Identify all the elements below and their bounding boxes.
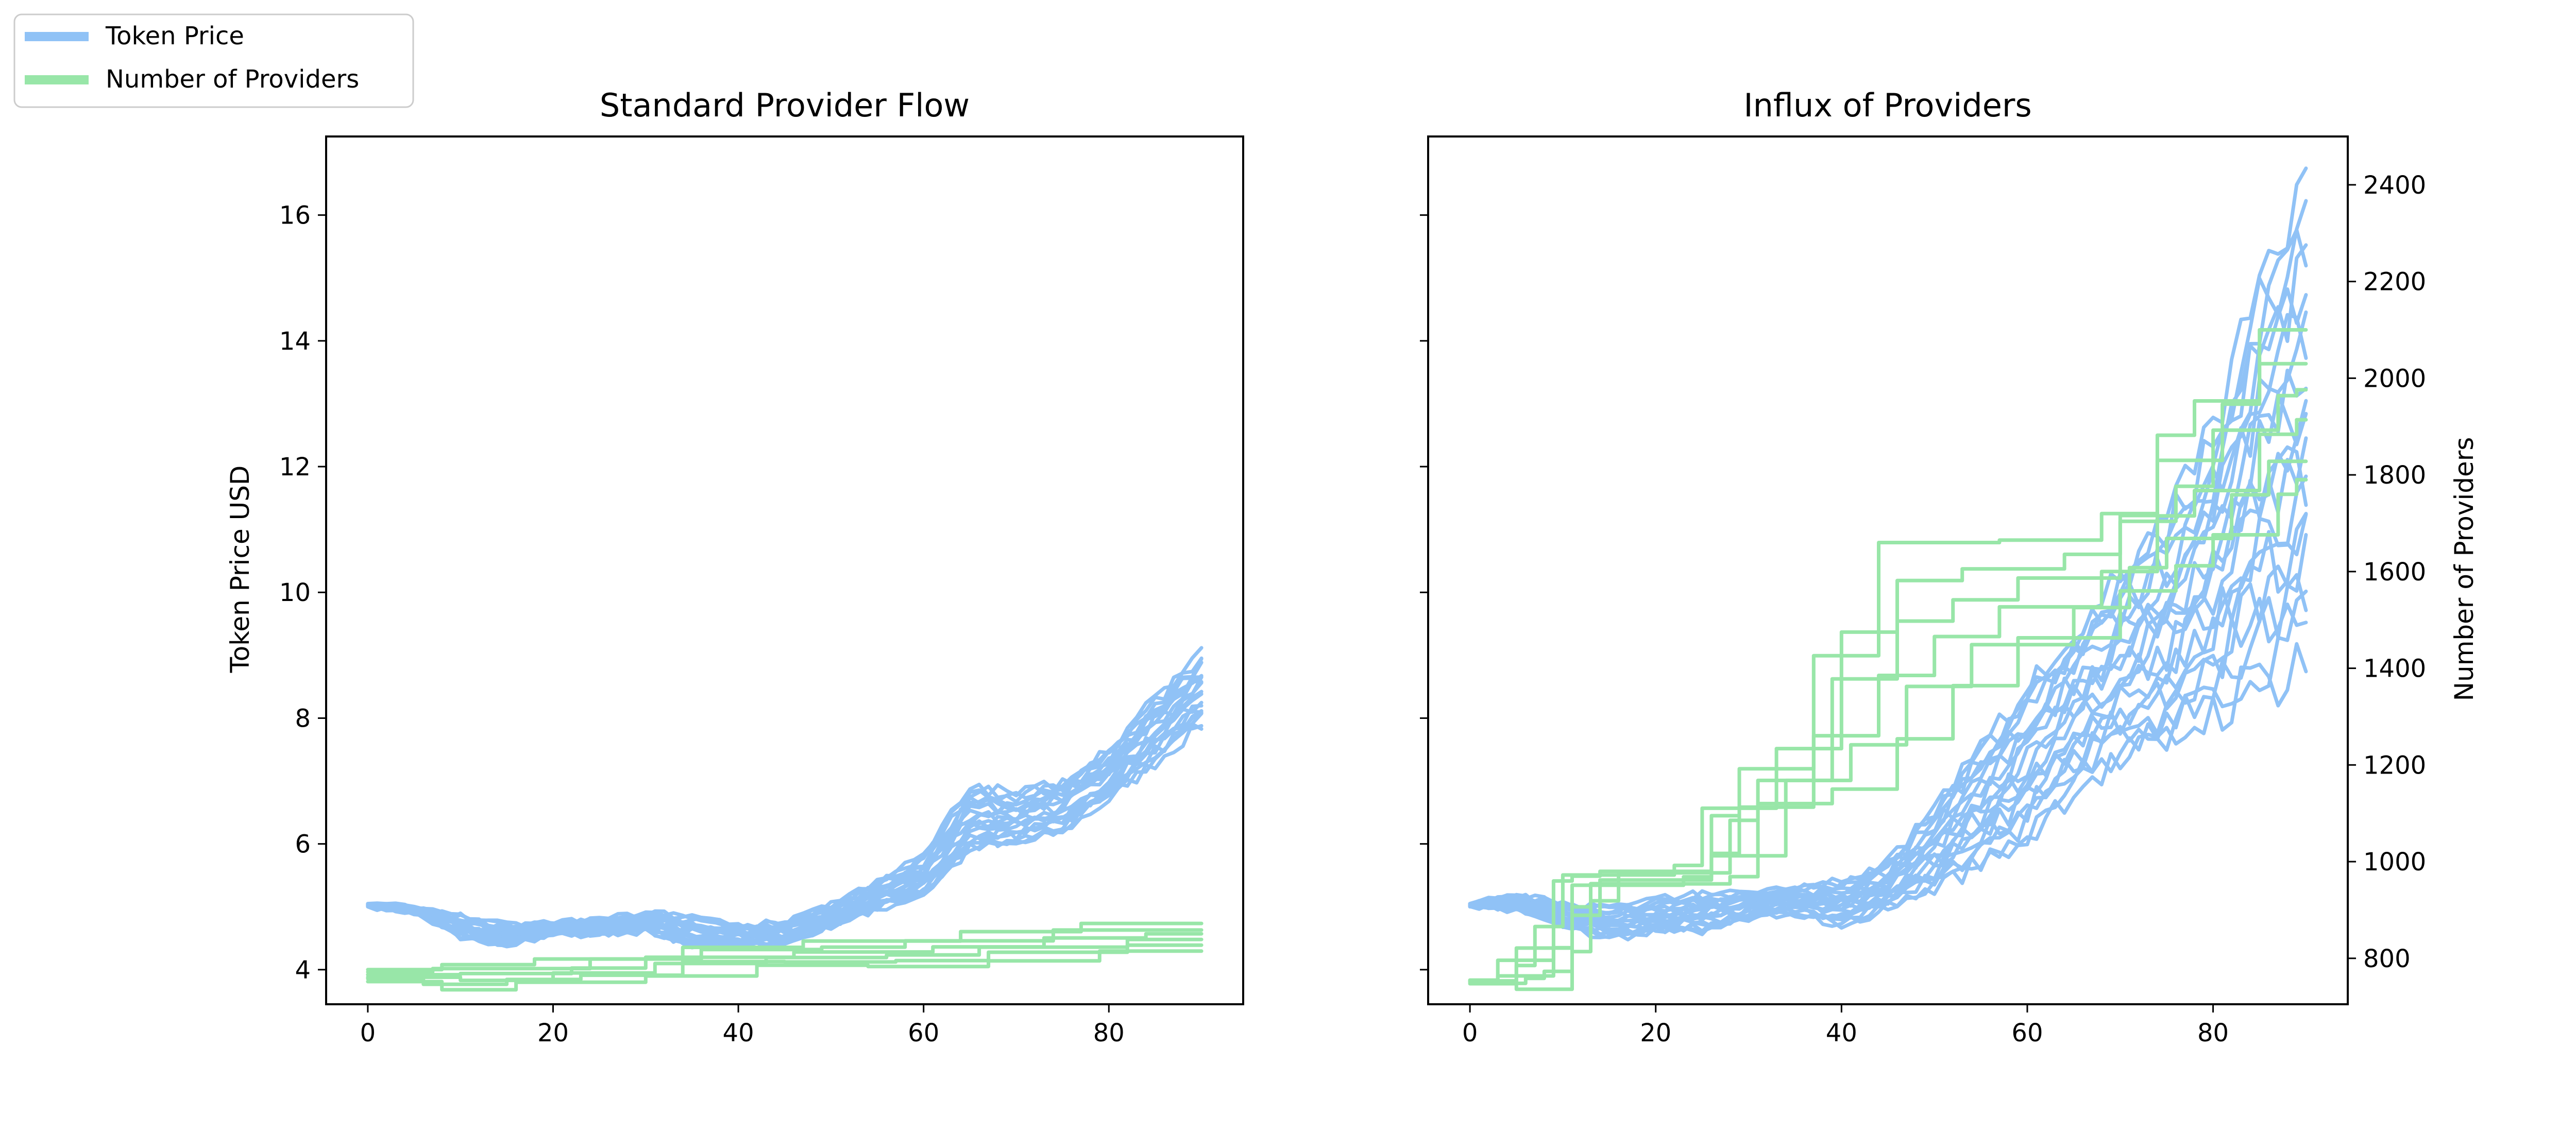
providers-line [366,928,1204,974]
panel-standard-provider-flow: Standard Provider Flow Token Price USD 0… [225,87,1244,1048]
y2-tick-label: 1400 [2363,655,2426,683]
y-tick-label: 12 [279,453,311,482]
y-axis-right [1420,214,1428,971]
plot-area-right [1468,166,2308,991]
token-price-line [366,690,1204,940]
y-tick-label: 6 [295,830,311,859]
legend: Token Price Number of Providers [13,13,414,108]
token-price-line [366,709,1204,946]
y2-tick-label: 1200 [2363,751,2426,780]
y2-tick-label: 2200 [2363,268,2426,297]
y-tick-label: 8 [295,704,311,733]
x-tick-label: 60 [2011,1019,2043,1048]
y2-axis-right: 800 1000 1200 1400 1600 1800 2000 2200 2400 [2348,171,2426,973]
y-tick-label: 16 [279,201,311,230]
providers-line [366,921,1204,972]
x-tick-label: 80 [2197,1019,2229,1048]
token-price-line [366,656,1204,931]
token-price-line [366,674,1204,935]
legend-frame [13,13,414,108]
legend-label-token-price: Token Price [105,22,244,50]
axes-frame-left [325,135,1244,1005]
x-tick-label: 0 [1462,1019,1478,1048]
y2-tick-label: 1600 [2363,558,2426,587]
providers-line [366,932,1204,977]
x-axis-right: 0 20 40 60 80 [1462,1004,2229,1048]
x-tick-label: 40 [723,1019,754,1048]
token-price-line [1468,313,2308,918]
y-tick-label: 10 [279,578,311,607]
token-price-line [1468,166,2308,912]
chart-title-left: Standard Provider Flow [600,87,970,124]
providers-line [366,949,1204,992]
token-price-line [366,712,1204,948]
axes-frame-right [1427,135,2349,1005]
x-tick-label: 40 [1826,1019,1857,1048]
providers-line [1468,328,2308,982]
chart-title-right: Influx of Providers [1743,87,2031,124]
y-axis-left: 4 6 8 10 12 14 16 [279,201,326,985]
y2-tick-label: 2000 [2363,364,2426,393]
y2-tick-label: 1800 [2363,461,2426,490]
x-tick-label: 0 [360,1019,376,1048]
y2-tick-label: 1000 [2363,848,2426,877]
y2-axis-label-right: Number of Providers [2449,437,2479,701]
token-price-line [366,722,1204,950]
providers-line [366,937,1204,983]
x-tick-label: 80 [1093,1019,1125,1048]
plot-area-left [366,646,1204,992]
token-price-line [366,711,1204,945]
providers-line [366,943,1204,986]
x-tick-label: 60 [908,1019,939,1048]
legend-label-number-of-providers: Number of Providers [106,65,359,94]
y-tick-label: 4 [295,956,311,985]
token-price-line [1468,368,2308,923]
providers-line [1468,388,2308,984]
y-tick-label: 14 [279,327,311,356]
token-price-line [1468,243,2308,915]
token-price-line [1468,287,2308,916]
x-axis-left: 0 20 40 60 80 [360,1004,1125,1048]
token-price-line [366,724,1204,949]
x-tick-label: 20 [1640,1019,1671,1048]
y2-tick-label: 800 [2363,945,2411,973]
token-price-line [366,660,1204,932]
token-price-line [366,709,1204,943]
x-tick-label: 20 [537,1019,569,1048]
y2-tick-label: 2400 [2363,171,2426,200]
panel-influx-of-providers: Influx of Providers Number of Providers … [1420,87,2479,1048]
token-price-line [366,646,1204,929]
y-axis-label-left: Token Price USD [225,466,255,674]
